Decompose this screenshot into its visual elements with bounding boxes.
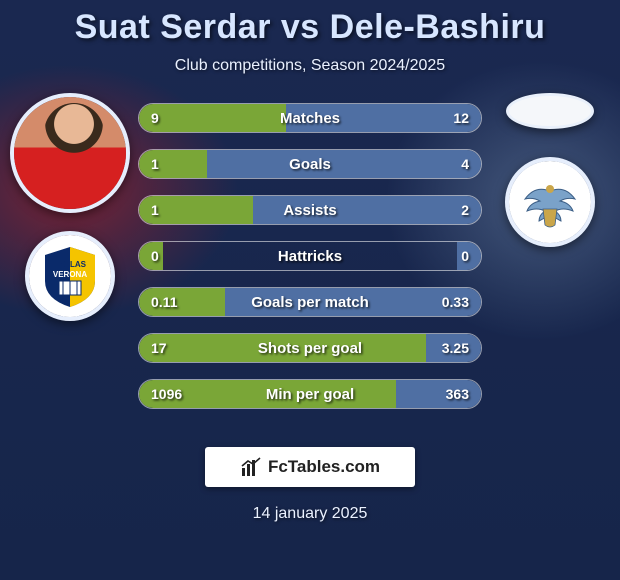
right-player-avatar (506, 93, 594, 129)
stat-row: 173.25Shots per goal (138, 333, 482, 363)
date-text: 14 january 2025 (0, 505, 620, 523)
bar-left-fill (139, 150, 207, 178)
footer-brand-text: FcTables.com (268, 457, 380, 477)
left-player-avatar (10, 93, 130, 213)
content-root: Suat Serdar vs Dele-Bashiru Club competi… (0, 0, 620, 580)
bar-right-fill (426, 334, 481, 362)
left-club-badge: HELLAS VERONA (25, 231, 115, 321)
bar-right-fill (286, 104, 481, 132)
bar-left-fill (139, 334, 426, 362)
hellas-verona-crest-icon: HELLAS VERONA (29, 235, 111, 317)
svg-text:HELLAS: HELLAS (54, 260, 87, 269)
verona-shield-icon: HELLAS VERONA (35, 241, 105, 311)
stat-bars: 912Matches 14Goals 12Assists 00Hattricks 0.1… (138, 103, 482, 425)
right-column (490, 93, 610, 247)
stat-row: 12Assists (138, 195, 482, 225)
stat-row: 912Matches (138, 103, 482, 133)
player-photo-placeholder (14, 97, 126, 209)
bar-left-fill (139, 288, 225, 316)
stat-row: 00Hattricks (138, 241, 482, 271)
bar-left-fill (139, 104, 286, 132)
svg-text:VERONA: VERONA (53, 270, 87, 279)
bar-right-fill (457, 242, 481, 270)
bar-right-fill (396, 380, 481, 408)
stat-row: 0.110.33Goals per match (138, 287, 482, 317)
chart-icon (240, 456, 262, 478)
ss-lazio-crest-icon (509, 161, 591, 243)
bar-right-fill (253, 196, 481, 224)
lazio-eagle-icon (515, 167, 585, 237)
footer-brand: FcTables.com (205, 447, 415, 487)
page-subtitle: Club competitions, Season 2024/2025 (0, 57, 620, 75)
right-club-badge (505, 157, 595, 247)
page-title: Suat Serdar vs Dele-Bashiru (0, 0, 620, 47)
stat-row: 14Goals (138, 149, 482, 179)
bar-left-fill (139, 242, 163, 270)
comparison-area: HELLAS VERONA (0, 103, 620, 433)
bar-left-fill (139, 196, 253, 224)
bar-left-fill (139, 380, 396, 408)
stat-label: Hattricks (139, 242, 481, 270)
stat-row: 1096363Min per goal (138, 379, 482, 409)
bar-right-fill (207, 150, 481, 178)
bar-right-fill (225, 288, 482, 316)
left-column: HELLAS VERONA (10, 93, 130, 321)
